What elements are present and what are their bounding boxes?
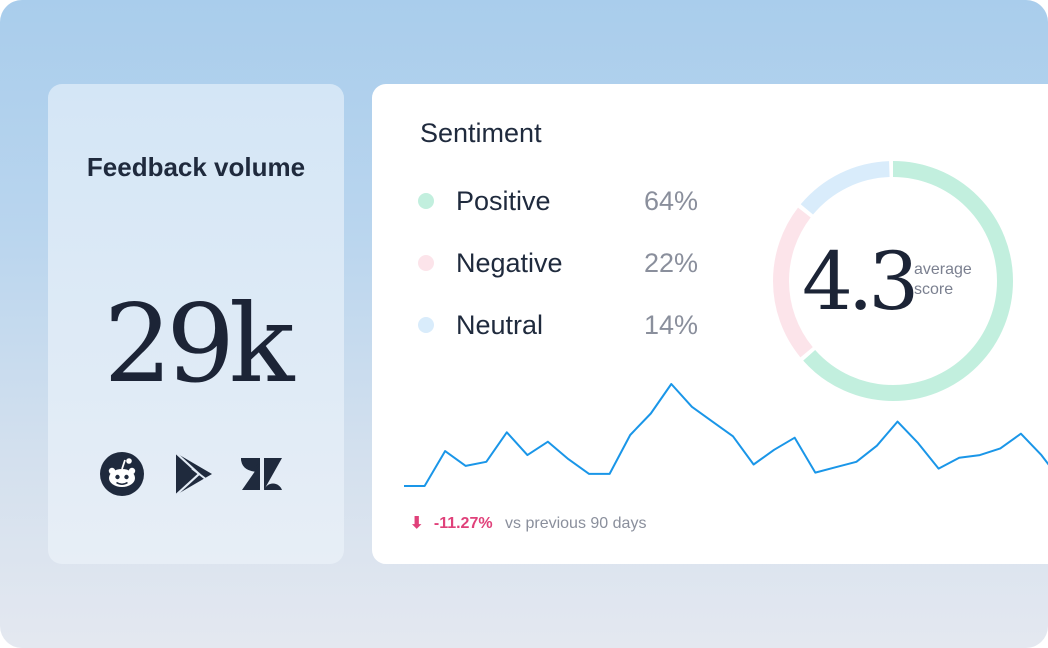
down-arrow-icon: ⬇ xyxy=(410,515,424,532)
negative-label: Negative xyxy=(456,248,563,278)
source-icons xyxy=(98,450,298,498)
donut-segment-negative xyxy=(773,161,1013,401)
sentiment-card: Sentiment Positive 64% Negative 22% Neut… xyxy=(372,84,1048,564)
sentiment-donut xyxy=(773,161,1013,401)
legend-neutral: Neutral 14% xyxy=(418,308,718,342)
google-play-icon xyxy=(175,452,212,496)
feedback-volume-title: Feedback volume xyxy=(86,152,306,182)
neutral-value: 14% xyxy=(644,310,699,340)
negative-value: 22% xyxy=(644,248,699,278)
legend-positive: Positive 64% xyxy=(418,184,718,218)
negative-dot xyxy=(418,255,434,271)
trend-comparison-text: vs previous 90 days xyxy=(505,515,647,532)
zendesk-icon xyxy=(241,458,282,490)
positive-label: Positive xyxy=(456,186,551,216)
reddit-icon xyxy=(100,452,144,496)
neutral-label: Neutral xyxy=(456,310,544,340)
average-score-label: average score xyxy=(914,261,972,298)
sentiment-trend-sparkline xyxy=(404,383,1048,487)
feedback-volume-card: Feedback volume 29k xyxy=(48,84,344,564)
donut-segment-positive xyxy=(773,161,1013,401)
positive-value: 64% xyxy=(644,186,699,216)
sparkline-series xyxy=(404,383,1048,487)
average-score-value: 4.3 xyxy=(802,235,919,328)
feedback-volume-value: 29k xyxy=(103,282,295,407)
trend-delta: ⬇ -11.27% vs previous 90 days xyxy=(410,512,646,536)
neutral-dot xyxy=(418,317,434,333)
legend-negative: Negative 22% xyxy=(418,246,718,280)
positive-dot xyxy=(418,193,434,209)
trend-change-value: -11.27% xyxy=(433,515,493,532)
sentiment-title: Sentiment xyxy=(420,118,542,148)
